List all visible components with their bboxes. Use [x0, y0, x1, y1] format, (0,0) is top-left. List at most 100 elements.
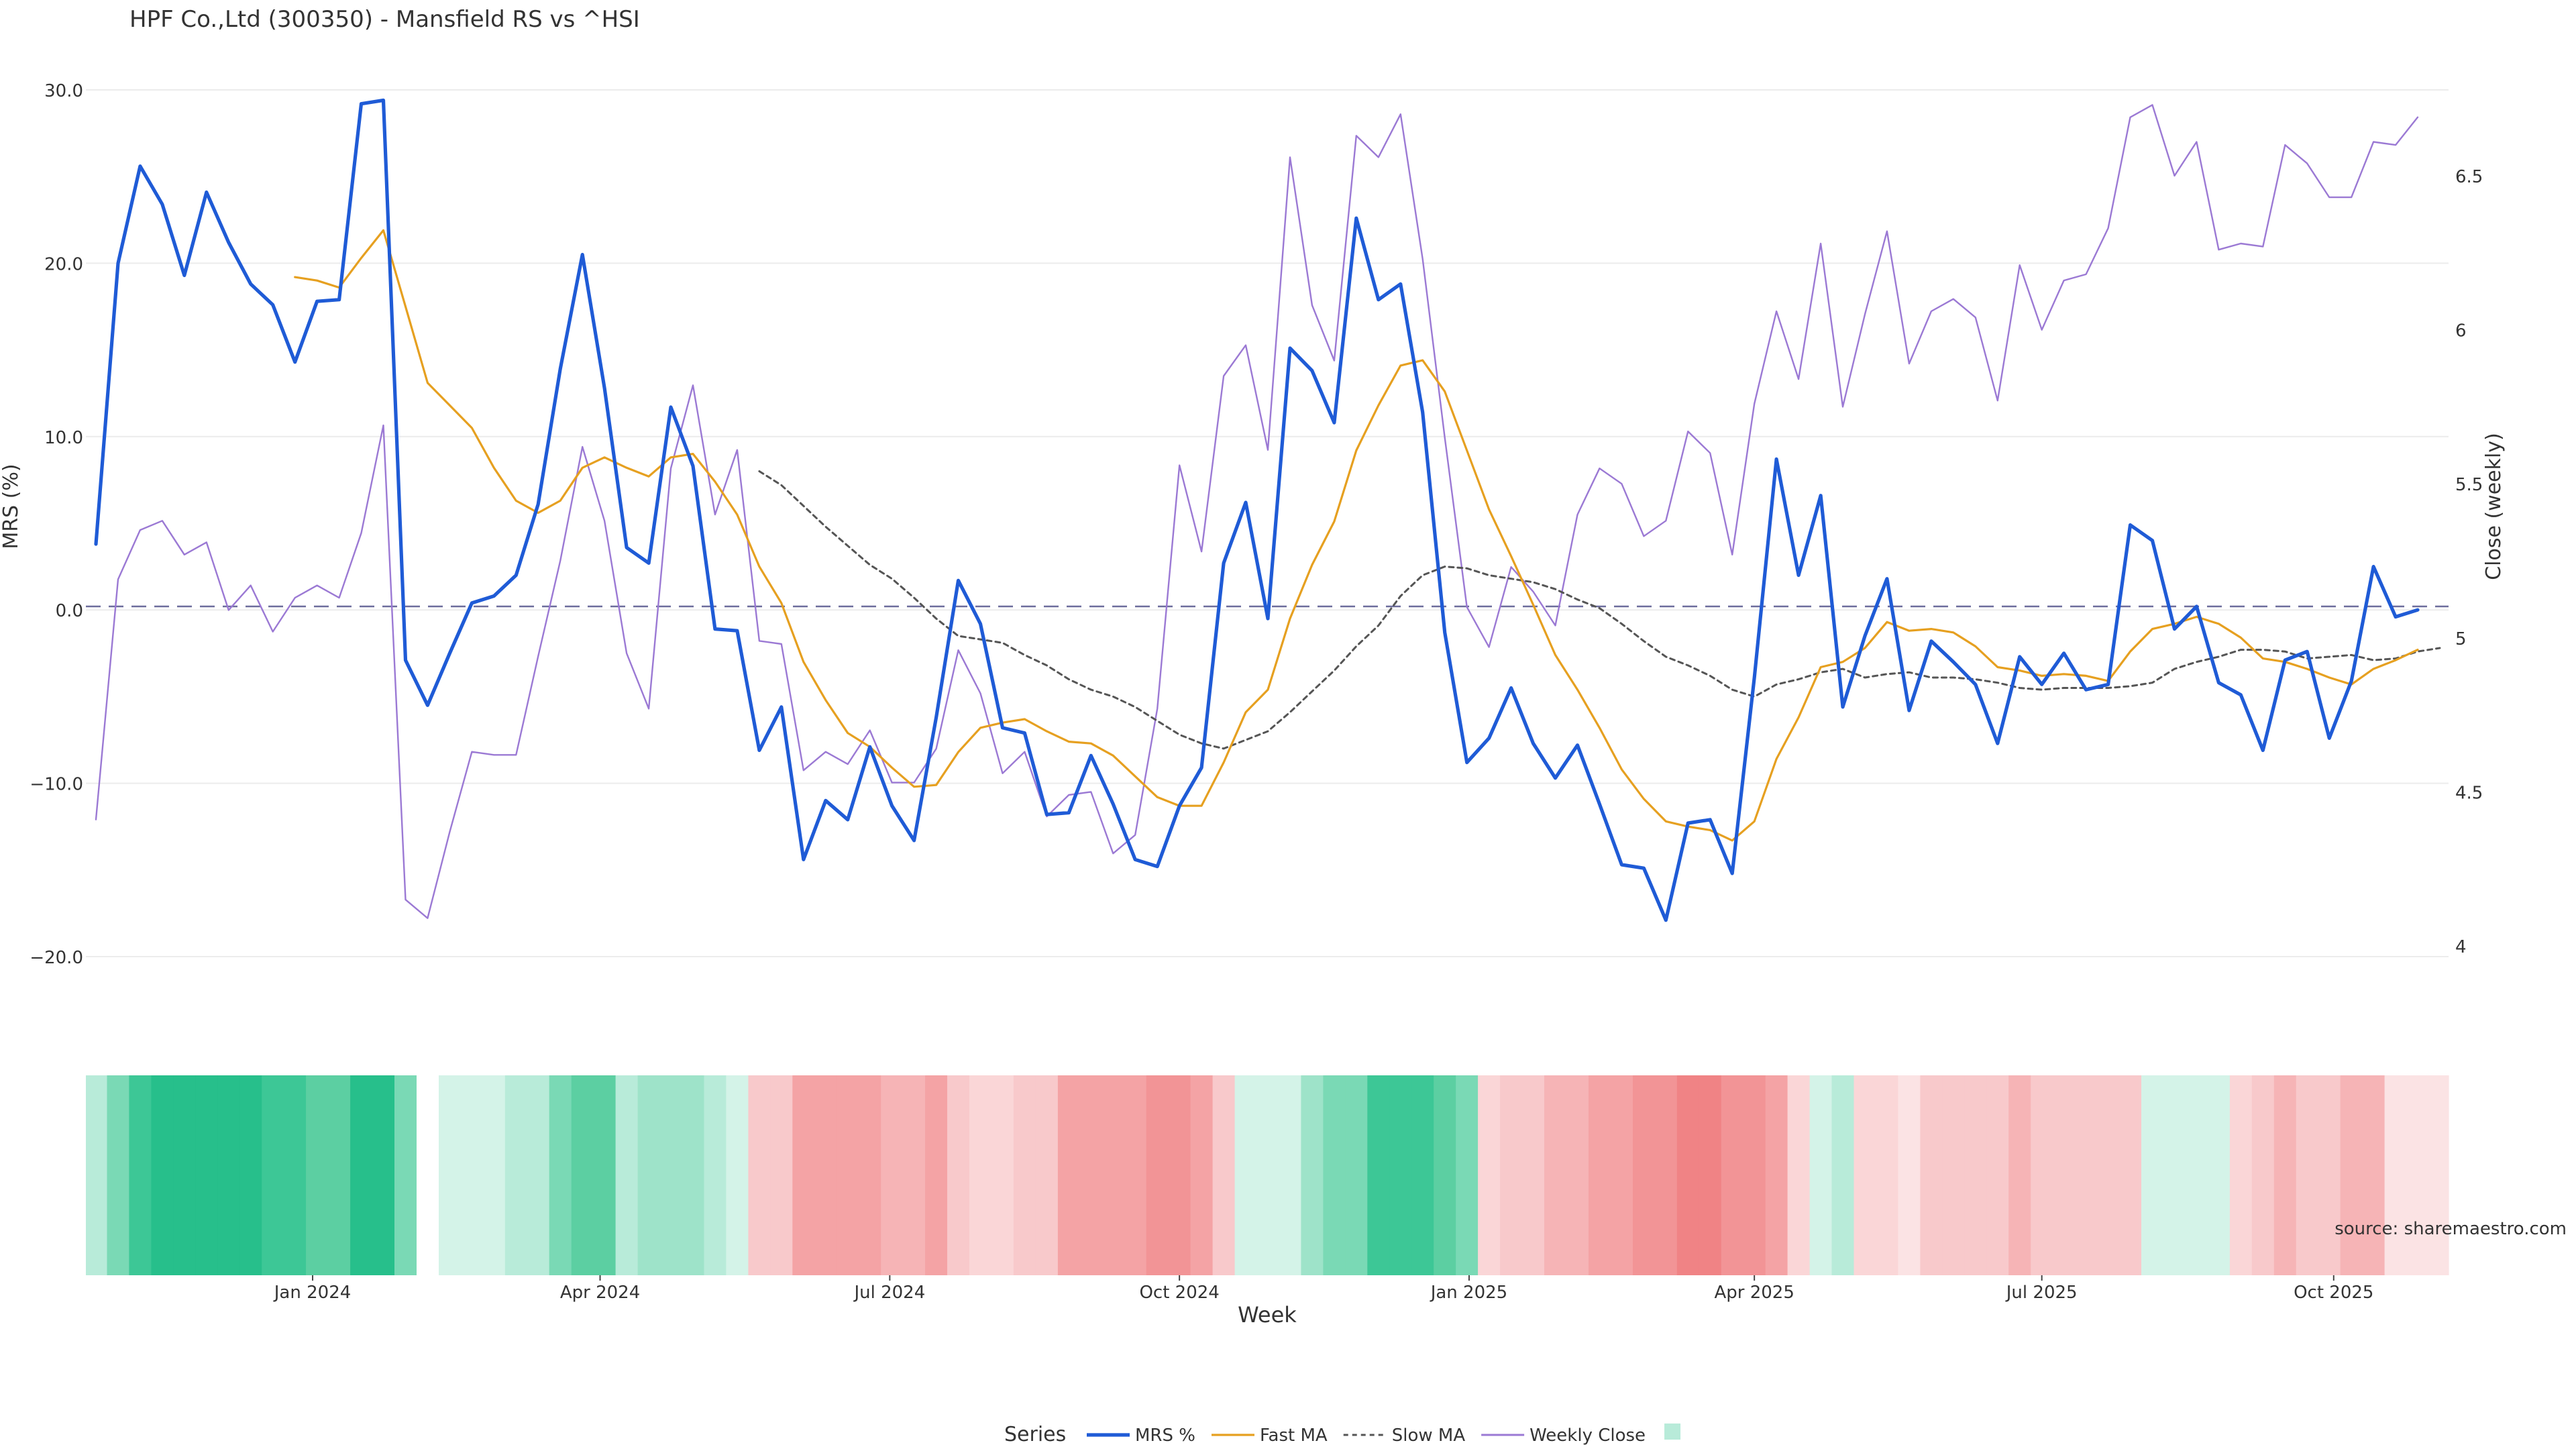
heat-cell: [748, 1075, 771, 1275]
series-mrs-line: [94, 98, 2420, 922]
right-tick-label: 4.5: [2455, 783, 2483, 803]
heat-cell: [2075, 1075, 2098, 1275]
source-credit: source: sharemaestro.com: [2334, 1219, 2567, 1239]
heat-cell: [1942, 1075, 1965, 1275]
heat-cell: [1212, 1075, 1236, 1275]
legend: Series MRS % Fast MA Slow MA Weekly Close: [1004, 1423, 1681, 1446]
heat-cell: [1854, 1075, 1877, 1275]
heat-cell: [438, 1075, 462, 1275]
heat-cell: [1345, 1075, 1368, 1275]
chart-title: HPF Co.,Ltd (300350) - Mansfield RS vs ^…: [129, 6, 640, 33]
heat-cell: [2207, 1075, 2231, 1275]
right-tick-label: 6: [2455, 321, 2467, 341]
heat-cell: [1301, 1075, 1324, 1275]
heat-cell: [1676, 1075, 1700, 1275]
heat-cell: [1566, 1075, 1589, 1275]
heat-cell: [195, 1075, 218, 1275]
heat-cell: [129, 1075, 152, 1275]
heat-cell: [328, 1075, 351, 1275]
heat-cell: [2296, 1075, 2319, 1275]
left-y-axis: 30.0 20.0 10.0 0.0 −10.0 −20.0: [30, 81, 83, 968]
heat-cell: [1809, 1075, 1833, 1275]
rs-heat-strip: [86, 1075, 2449, 1275]
heat-cell: [991, 1075, 1014, 1275]
heat-cell: [504, 1075, 528, 1275]
heat-cell: [482, 1075, 506, 1275]
left-tick-label: 20.0: [44, 254, 83, 274]
heat-cell: [549, 1075, 572, 1275]
heat-cell: [1434, 1075, 1456, 1275]
heat-cell: [2141, 1075, 2164, 1275]
left-y-axis-label: MRS (%): [0, 464, 23, 549]
legend-heat-swatch: [1664, 1424, 1681, 1440]
heat-cell: [1256, 1075, 1280, 1275]
heat-cell: [372, 1075, 395, 1275]
heat-cell: [1367, 1075, 1390, 1275]
heat-cell: [1124, 1075, 1147, 1275]
heat-cell: [2273, 1075, 2297, 1275]
heat-cell: [1654, 1075, 1678, 1275]
x-axis-label: Week: [1238, 1302, 1297, 1328]
heat-cell: [1279, 1075, 1302, 1275]
heat-cell: [2384, 1075, 2408, 1275]
heat-cell: [1234, 1075, 1258, 1275]
heat-cell: [1610, 1075, 1633, 1275]
heat-cell: [2163, 1075, 2186, 1275]
heat-cell: [1699, 1075, 1722, 1275]
series-fast-ma-line: [294, 229, 2419, 842]
heat-cell: [615, 1075, 639, 1275]
heat-cell: [1057, 1075, 1081, 1275]
heat-cell: [637, 1075, 661, 1275]
heat-cell: [217, 1075, 240, 1275]
heat-cell: [239, 1075, 262, 1275]
heat-cell: [2053, 1075, 2076, 1275]
x-tick-label: Oct 2024: [1139, 1283, 1219, 1303]
heat-cell: [1765, 1075, 1788, 1275]
heat-cell: [1964, 1075, 1987, 1275]
heat-cell: [2318, 1075, 2341, 1275]
legend-title: Series: [1004, 1423, 1066, 1446]
heat-cell: [1323, 1075, 1346, 1275]
x-tick-label: Oct 2025: [2294, 1283, 2373, 1303]
heat-cell: [726, 1075, 749, 1275]
heat-cell: [770, 1075, 793, 1275]
heat-cell: [2406, 1075, 2430, 1275]
x-tick-label: Jul 2025: [2005, 1283, 2078, 1303]
heat-cell: [682, 1075, 705, 1275]
left-tick-label: 10.0: [44, 428, 83, 448]
heat-cell: [1411, 1075, 1434, 1275]
heat-cell: [1035, 1075, 1059, 1275]
legend-entry-label: Weekly Close: [1529, 1426, 1646, 1446]
legend-entry-label: Fast MA: [1260, 1426, 1328, 1446]
right-tick-label: 5: [2455, 629, 2467, 649]
heat-cell: [859, 1075, 881, 1275]
heat-cell: [1632, 1075, 1656, 1275]
series-weekly-close-line: [95, 104, 2419, 919]
heat-cell: [262, 1075, 284, 1275]
heat-cell: [571, 1075, 594, 1275]
heat-cell: [527, 1075, 550, 1275]
heat-cell: [881, 1075, 904, 1275]
heat-cell: [2119, 1075, 2142, 1275]
heat-cell: [1898, 1075, 1921, 1275]
right-tick-label: 5.5: [2455, 475, 2483, 495]
heat-cell: [2251, 1075, 2275, 1275]
heat-cell: [86, 1075, 108, 1275]
heat-cell: [704, 1075, 727, 1275]
left-tick-label: −20.0: [30, 948, 83, 968]
heat-cell: [1787, 1075, 1811, 1275]
heat-cell: [792, 1075, 815, 1275]
heat-cell: [593, 1075, 616, 1275]
heat-cell: [1544, 1075, 1567, 1275]
heat-cell: [969, 1075, 992, 1275]
left-tick-label: −10.0: [30, 775, 83, 795]
heat-cell: [1168, 1075, 1191, 1275]
heat-cell: [1013, 1075, 1036, 1275]
heat-cell: [1190, 1075, 1214, 1275]
heat-cell: [284, 1075, 307, 1275]
heat-cell: [1743, 1075, 1766, 1275]
heat-cell: [903, 1075, 926, 1275]
heat-cell: [947, 1075, 970, 1275]
heat-cell: [2185, 1075, 2208, 1275]
